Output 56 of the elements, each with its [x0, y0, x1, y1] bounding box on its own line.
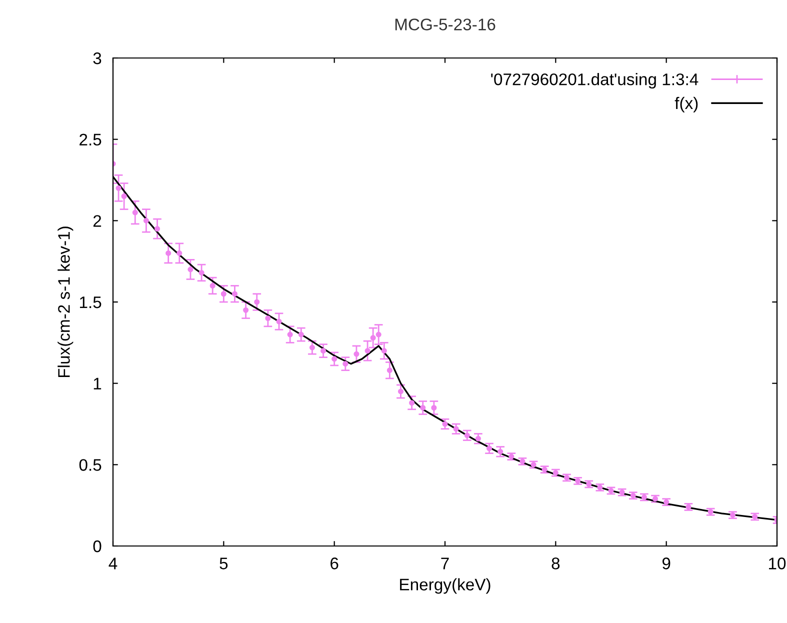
point	[116, 185, 122, 191]
x-tick-label: 9	[662, 558, 670, 570]
x-tick-label: 10	[769, 558, 786, 570]
y-tick-label: 1	[94, 378, 102, 390]
legend-label: '0727960201.dat'using 1:3:4	[491, 73, 698, 89]
point	[143, 218, 149, 224]
point	[575, 478, 581, 484]
point	[498, 448, 504, 454]
point	[409, 400, 415, 406]
point	[730, 512, 736, 518]
point	[232, 291, 238, 297]
point	[121, 193, 127, 200]
x-tick-label: 6	[330, 558, 338, 570]
point	[364, 348, 370, 354]
y-tick-label: 1.5	[80, 296, 102, 308]
chart-title: MCG-5-23-16	[395, 18, 496, 30]
y-tick-label: 0.5	[79, 459, 102, 471]
point	[475, 436, 481, 442]
point	[370, 335, 376, 341]
point	[332, 356, 338, 362]
y-tick-label: 0	[93, 540, 102, 552]
point	[287, 332, 293, 338]
point	[386, 368, 392, 374]
y-tick-label: 2	[93, 215, 102, 227]
legend-label: f(x)	[674, 96, 698, 112]
point	[381, 348, 387, 354]
point	[320, 348, 326, 354]
point	[265, 315, 271, 322]
y-tick-label: 3	[93, 52, 102, 64]
y-tick-label: 2.5	[80, 134, 102, 146]
point	[420, 404, 426, 411]
point	[376, 332, 382, 338]
point	[342, 361, 348, 367]
point	[276, 318, 282, 324]
x-tick-label: 5	[220, 558, 228, 570]
point	[254, 299, 260, 305]
point	[210, 282, 216, 289]
point	[188, 266, 194, 272]
point	[154, 226, 160, 232]
point	[486, 446, 492, 452]
x-tick-label: 7	[441, 558, 449, 570]
point	[220, 291, 226, 297]
point	[243, 307, 249, 313]
point	[354, 351, 360, 357]
x-tick-label: 4	[108, 558, 118, 570]
y-axis-title: Flux(cm-2 s-1 kev-1)	[58, 226, 74, 378]
point	[132, 210, 138, 216]
x-axis-title: Energy(keV)	[400, 578, 490, 594]
point	[431, 404, 437, 411]
point	[309, 344, 315, 350]
point	[398, 388, 404, 394]
point	[298, 332, 304, 338]
point	[166, 250, 172, 256]
point	[176, 250, 182, 256]
x-tick-label: 8	[552, 558, 560, 570]
point	[198, 270, 204, 276]
